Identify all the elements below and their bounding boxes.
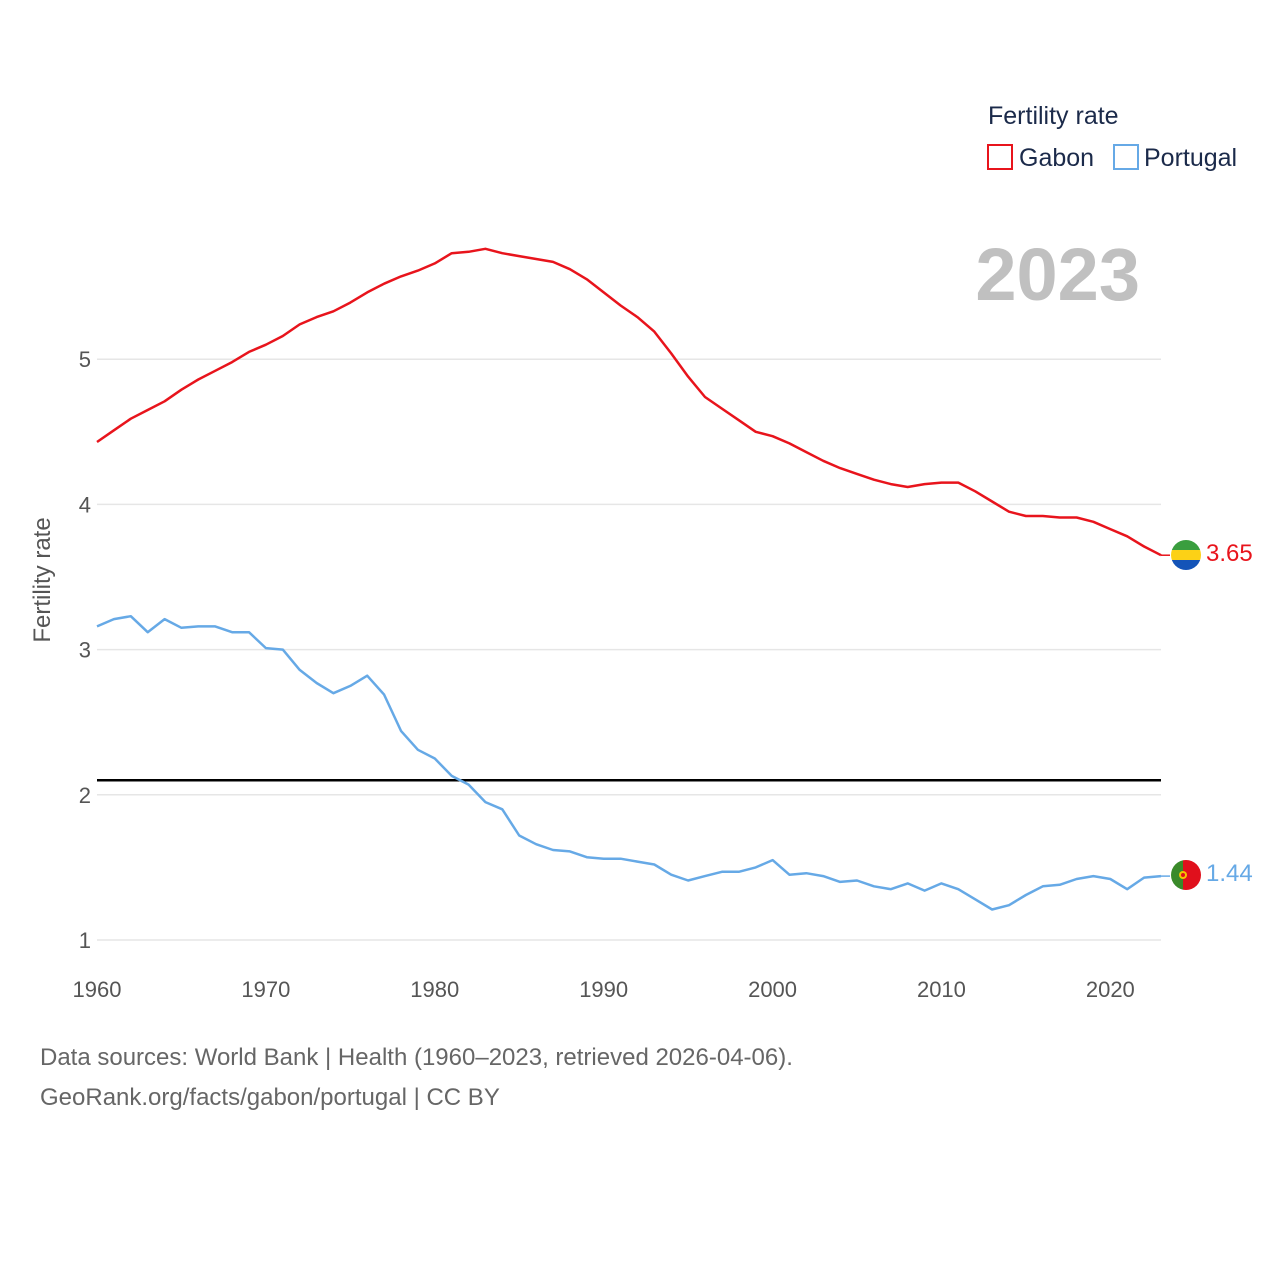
y-tick-label: 3 [79, 638, 91, 663]
legend-swatch-gabon[interactable] [987, 144, 1013, 170]
portugal-end-value: 1.44 [1206, 860, 1253, 887]
source-note: Data sources: World Bank | Health (1960–… [40, 1044, 793, 1071]
x-tick-label: 1960 [73, 977, 122, 1002]
legend-title: Fertility rate [988, 102, 1119, 130]
gridlines [97, 358, 1161, 941]
series-line-gabon [96, 247, 1162, 557]
gabon-flag-icon [1171, 540, 1201, 570]
x-axis-ticks: 1960 1970 1980 1990 2000 2010 2020 [73, 977, 1135, 1002]
source-link[interactable]: GeoRank.org/facts/gabon/portugal | CC BY [40, 1084, 500, 1111]
y-tick-label: 4 [79, 492, 91, 517]
x-tick-label: 1970 [241, 977, 290, 1002]
y-axis-ticks: 1 2 3 4 5 [79, 347, 91, 953]
x-tick-label: 1980 [410, 977, 459, 1002]
x-tick-label: 2000 [748, 977, 797, 1002]
y-tick-label: 5 [79, 347, 91, 372]
legend-swatch-portugal[interactable] [1113, 144, 1139, 170]
legend-label-gabon[interactable]: Gabon [1019, 144, 1094, 172]
legend-label-portugal[interactable]: Portugal [1144, 144, 1237, 172]
y-tick-label: 2 [79, 783, 91, 808]
x-tick-label: 2010 [917, 977, 966, 1002]
gabon-end-value: 3.65 [1206, 540, 1253, 567]
x-tick-label: 1990 [579, 977, 628, 1002]
y-tick-label: 1 [79, 928, 91, 953]
year-label: 2023 [975, 233, 1140, 316]
y-axis-title: Fertility rate [29, 517, 56, 642]
portugal-flag-icon [1171, 860, 1201, 890]
series-line-portugal [96, 614, 1162, 911]
x-tick-label: 2020 [1086, 977, 1135, 1002]
